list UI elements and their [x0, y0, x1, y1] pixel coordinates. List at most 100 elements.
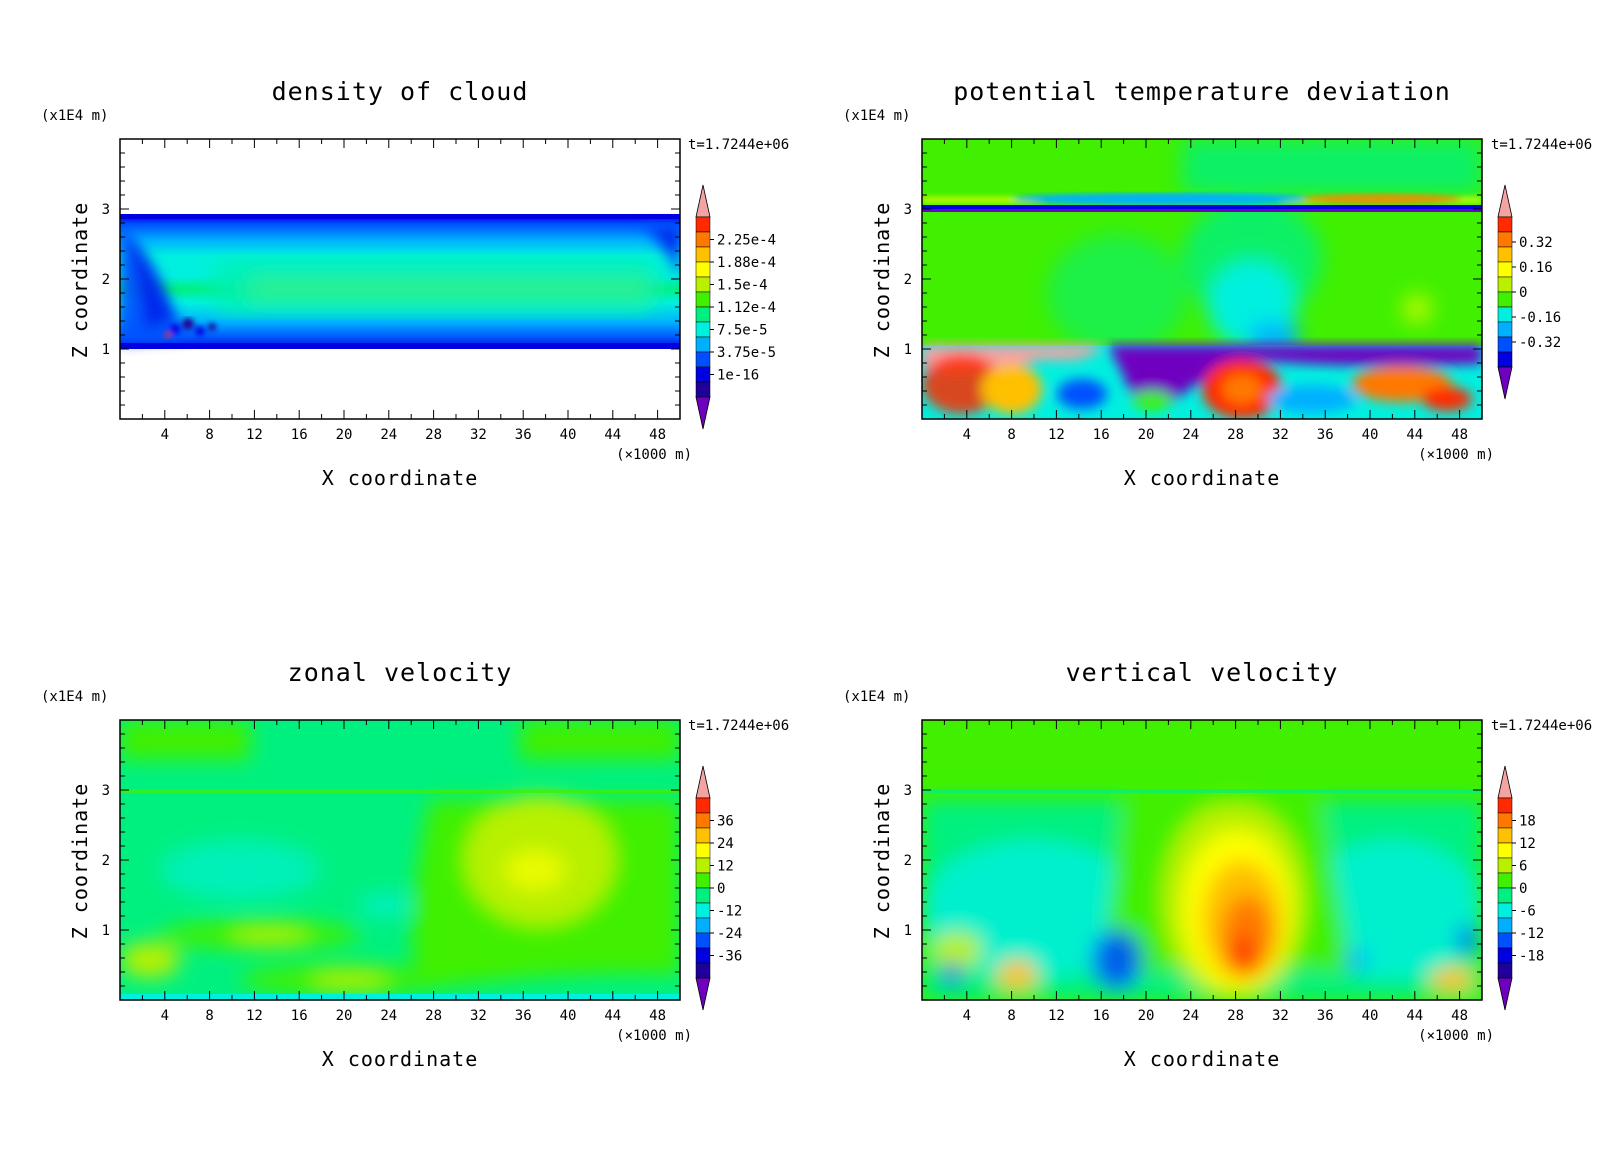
colorbar-label: -18: [1519, 949, 1544, 965]
x-tick-label: 32: [470, 1008, 487, 1024]
x-axis-label: X coordinate: [1124, 466, 1281, 490]
x-tick-label: 28: [425, 427, 442, 443]
x-tick-label: 36: [1317, 1008, 1334, 1024]
colorbar-swatch: [695, 216, 711, 233]
x-tick-label: 32: [1272, 427, 1289, 443]
x-tick-label: 44: [604, 1008, 621, 1024]
colorbar-swatch: [695, 962, 711, 979]
y-tick-label: 3: [904, 202, 912, 218]
y-tick-label: 2: [904, 272, 912, 288]
colorbar-label: 1.12e-4: [717, 300, 776, 316]
x-tick-label: 40: [1362, 427, 1379, 443]
colorbar-swatch: [1497, 351, 1513, 368]
colorbar-swatch: [695, 917, 711, 934]
panel-vertical-velocity: vertical velocity (x1E4 m) t=1.7244e+06 …: [843, 658, 1592, 1071]
time-label: t=1.7244e+06: [1491, 718, 1592, 734]
colorbar-arrow-bottom: [1497, 977, 1513, 1011]
x-tick-label: 16: [291, 1008, 308, 1024]
y-axis-label: Z coordinate: [68, 783, 92, 940]
y-unit-label: (x1E4 m): [843, 689, 910, 705]
colorbar-label: 0: [1519, 285, 1527, 301]
colorbar-label: -24: [717, 926, 742, 942]
x-tick-label: 40: [560, 1008, 577, 1024]
colorbar: 18 12 6 0 -6 -12 -18: [1497, 765, 1544, 1011]
colorbar-label: -0.16: [1519, 310, 1561, 326]
colorbar-swatch: [695, 336, 711, 353]
y-tick-label: 1: [102, 923, 110, 939]
x-tick-label: 28: [1227, 427, 1244, 443]
colorbar: 36 24 12 0 -12 -24 -36: [695, 765, 742, 1011]
x-tick-label: 48: [1451, 1008, 1468, 1024]
panel-zonal-velocity: zonal velocity (x1E4 m) t=1.7244e+06 X c…: [41, 658, 789, 1071]
x-tick-label: 20: [336, 427, 353, 443]
x-tick-label: 32: [470, 427, 487, 443]
colorbar-swatch: [1497, 291, 1513, 308]
colorbar-swatch: [1497, 842, 1513, 859]
x-tick-label: 20: [1138, 1008, 1155, 1024]
y-tick-label: 3: [102, 783, 110, 799]
colorbar-swatch: [1497, 797, 1513, 814]
x-tick-label: 8: [1007, 427, 1015, 443]
colorbar-swatch: [1497, 306, 1513, 323]
colorbar-label: 0.32: [1519, 235, 1553, 251]
y-unit-label: (x1E4 m): [41, 108, 108, 124]
colorbar-label: -12: [1519, 926, 1544, 942]
colorbar-swatch: [695, 291, 711, 308]
colorbar-swatch: [1497, 887, 1513, 904]
x-tick-label: 20: [336, 1008, 353, 1024]
panel-title: density of cloud: [272, 77, 529, 106]
colorbar-swatch: [695, 947, 711, 964]
colorbar-swatch: [695, 812, 711, 829]
colorbar-swatch: [695, 842, 711, 859]
time-label: t=1.7244e+06: [688, 137, 789, 153]
x-axis-label: X coordinate: [322, 466, 479, 490]
colorbar-label: 6: [1519, 859, 1527, 875]
colorbar-swatch: [695, 797, 711, 814]
panel-potential-temperature-deviation: potential temperature deviation (x1E4 m)…: [843, 77, 1592, 490]
x-tick-label: 48: [649, 427, 666, 443]
colorbar-label: 2.25e-4: [717, 233, 776, 249]
panel-title: potential temperature deviation: [953, 77, 1451, 106]
y-tick-label: 2: [102, 272, 110, 288]
time-label: t=1.7244e+06: [688, 718, 789, 734]
x-unit-label: (×1000 m): [616, 1028, 692, 1044]
colorbar-swatch: [1497, 947, 1513, 964]
y-axis-label: Z coordinate: [870, 202, 894, 359]
colorbar-swatch: [1497, 857, 1513, 874]
colorbar-swatch: [1497, 276, 1513, 293]
x-tick-label: 8: [1007, 1008, 1015, 1024]
x-tick-label: 24: [380, 427, 397, 443]
colorbar-swatch: [1497, 872, 1513, 889]
x-tick-label: 36: [515, 427, 532, 443]
colorbar-label: 3.75e-5: [717, 345, 776, 361]
colorbar-swatch: [695, 321, 711, 338]
colorbar-swatch: [695, 366, 711, 383]
colorbar-label: -12: [717, 904, 742, 920]
colorbar-label: -0.32: [1519, 335, 1561, 351]
colorbar-label: 1.88e-4: [717, 255, 776, 271]
x-tick-label: 48: [1451, 427, 1468, 443]
colorbar-swatch: [695, 276, 711, 293]
colorbar-swatch: [1497, 216, 1513, 233]
x-tick-label: 4: [963, 1008, 971, 1024]
colorbar-label: 1e-16: [717, 368, 759, 384]
y-axis-label: Z coordinate: [870, 783, 894, 940]
colorbar-swatch: [695, 231, 711, 248]
colorbar-swatch: [1497, 812, 1513, 829]
x-tick-label: 24: [380, 1008, 397, 1024]
colorbar-label: -6: [1519, 904, 1536, 920]
x-tick-label: 12: [246, 1008, 263, 1024]
y-tick-label: 1: [102, 342, 110, 358]
x-unit-label: (×1000 m): [616, 447, 692, 463]
colorbar-swatch: [695, 872, 711, 889]
x-tick-label: 12: [1048, 1008, 1065, 1024]
colorbar-label: 12: [717, 859, 734, 875]
colorbar-swatch: [1497, 261, 1513, 278]
y-tick-label: 2: [904, 853, 912, 869]
x-tick-label: 24: [1182, 1008, 1199, 1024]
x-tick-label: 32: [1272, 1008, 1289, 1024]
